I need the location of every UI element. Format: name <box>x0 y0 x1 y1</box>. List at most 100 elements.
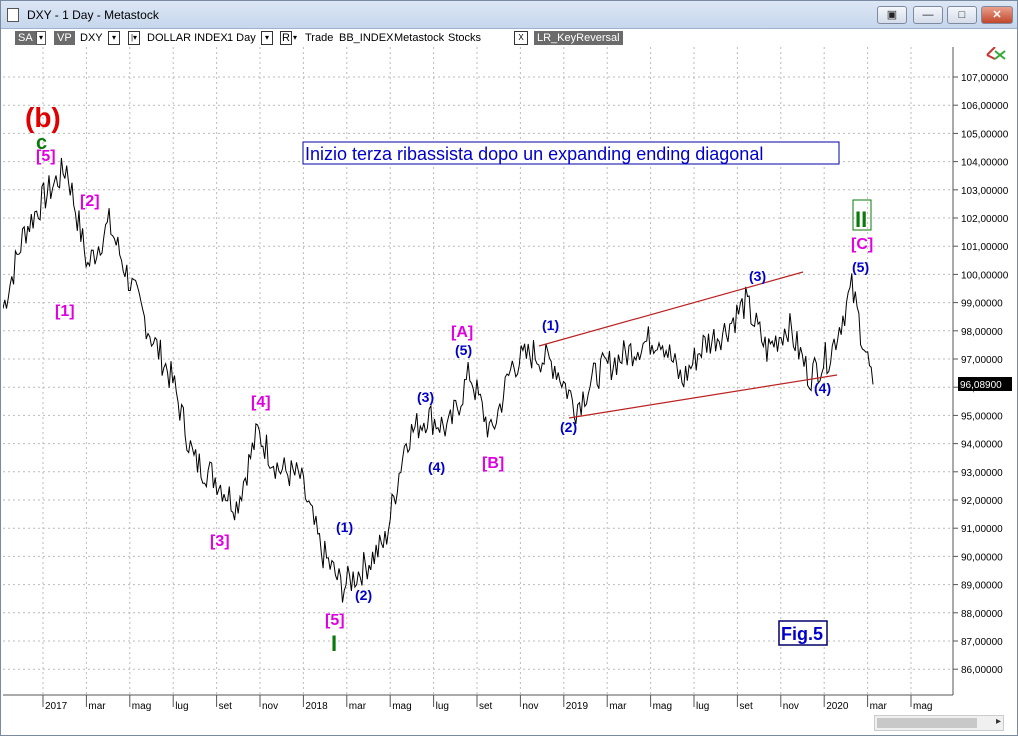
wave-label: c <box>36 132 47 154</box>
bb-index-label: BB_INDEX <box>339 32 394 44</box>
wave-label: (3) <box>417 389 434 405</box>
x-tick-label: 2018 <box>305 701 328 712</box>
y-tick-label: 100,00000 <box>961 270 1009 281</box>
document-icon <box>7 8 19 22</box>
chart-headline: Inizio terza ribassista dopo un expandin… <box>305 144 763 164</box>
y-tick-label: 90,00000 <box>961 552 1003 563</box>
period-dropdown-icon[interactable]: ▾ <box>261 31 273 45</box>
scroll-right-icon[interactable]: ▸ <box>995 716 1001 727</box>
y-tick-label: 95,00000 <box>961 411 1003 422</box>
period-label: 1 Day <box>227 32 256 44</box>
y-tick-label: 101,00000 <box>961 242 1009 253</box>
last-value-label: 96,08900 <box>960 380 1002 391</box>
y-tick-label: 87,00000 <box>961 637 1003 648</box>
y-tick-label: 106,00000 <box>961 101 1009 112</box>
x-tick-label: lug <box>436 701 449 712</box>
y-tick-label: 94,00000 <box>961 440 1003 451</box>
symbol-label: DXY <box>80 32 103 44</box>
wave-label: [5] <box>325 612 345 629</box>
wave-label: (1) <box>336 519 353 535</box>
symbol-list-icon[interactable]: |▾ <box>128 31 140 45</box>
security-name: DOLLAR INDEX <box>147 32 228 44</box>
wave-label: (1) <box>542 317 559 333</box>
y-tick-label: 92,00000 <box>961 496 1003 507</box>
x-tick-label: mag <box>913 701 932 712</box>
title-bar: DXY - 1 Day - Metastock ▣ — □ ✕ <box>1 1 1017 29</box>
maximize-button[interactable]: □ <box>947 6 977 24</box>
time-axis: 2017 mar mag lug set nov 2018 mar mag lug set nov 20… <box>3 694 953 712</box>
wave-label: [B] <box>482 455 504 472</box>
x-tick-label: nov <box>783 701 799 712</box>
x-tick-label: set <box>219 701 233 712</box>
x-tick-label: nov <box>522 701 538 712</box>
wave-ii-box <box>852 199 872 231</box>
wave-label: [3] <box>210 533 230 550</box>
wave-label: [C] <box>851 236 873 253</box>
wave-label: [2] <box>80 193 100 210</box>
y-tick-label: 86,00000 <box>961 665 1003 676</box>
wave-annotations: (b)c[5][2][1][3][4][5]I(1)(2)(3)(4)(5)[A… <box>25 102 873 656</box>
restore-chart-button[interactable]: ▣ <box>877 6 907 24</box>
wave-label: I <box>331 631 337 656</box>
wave-label: (2) <box>355 587 372 603</box>
y-tick-label: 102,00000 <box>961 214 1009 225</box>
x-tick-label: mar <box>88 701 106 712</box>
sa-button[interactable]: SA <box>15 31 36 45</box>
wave-label: [4] <box>251 394 271 411</box>
wave-label: [A] <box>451 324 473 341</box>
x-tick-label: lug <box>696 701 709 712</box>
symbol-dropdown-icon[interactable]: ▾ <box>108 31 120 45</box>
x-tick-label: mar <box>349 701 367 712</box>
y-tick-label: 104,00000 <box>961 158 1009 169</box>
x-tick-label: mar <box>870 701 888 712</box>
trade-label: Trade <box>305 32 334 44</box>
x-tick-label: 2019 <box>566 701 589 712</box>
minimize-button[interactable]: — <box>913 6 943 24</box>
wave-label: [5] <box>36 148 56 165</box>
metastock-label: Metastock <box>394 32 445 44</box>
wave-label: (3) <box>749 268 766 284</box>
sa-dropdown-icon[interactable]: ▾ <box>36 31 46 45</box>
x-tick-label: mag <box>392 701 411 712</box>
y-tick-label: 99,00000 <box>961 299 1003 310</box>
wave-label: (4) <box>814 380 831 396</box>
y-tick-label: 105,00000 <box>961 129 1009 140</box>
x-tick-label: mag <box>132 701 151 712</box>
lower-trendline <box>568 374 838 419</box>
x-tick-label: lug <box>175 701 188 712</box>
vp-button[interactable]: VP <box>54 31 75 45</box>
x-tick-label: set <box>739 701 753 712</box>
y-tick-label: 88,00000 <box>961 609 1003 620</box>
window-title: DXY - 1 Day - Metastock <box>27 8 159 22</box>
remove-indicator-button[interactable]: X <box>514 31 528 45</box>
close-button[interactable]: ✕ <box>981 6 1013 24</box>
y-tick-label: 93,00000 <box>961 468 1003 479</box>
figure-label-box: Fig.5 <box>778 620 828 646</box>
wave-label: (5) <box>455 342 472 358</box>
price-axis: 107,00000 106,00000 105,00000 104,00000 103,… <box>952 47 1009 695</box>
wave-label: (5) <box>852 259 869 275</box>
headline-box: Inizio terza ribassista dopo un expandin… <box>302 141 840 165</box>
horizontal-scrollbar[interactable]: ▸ <box>874 715 1004 731</box>
r-dropdown-icon[interactable]: ▾ <box>293 33 298 42</box>
x-tick-label: set <box>479 701 493 712</box>
wave-label: (4) <box>428 459 445 475</box>
y-tick-label: 98,00000 <box>961 327 1003 338</box>
x-tick-label: mag <box>653 701 672 712</box>
chart-toolbar: SA ▾ VP DXY ▾ |▾ DOLLAR INDEX 1 Day ▾ R … <box>1 29 1017 47</box>
y-tick-label: 91,00000 <box>961 524 1003 535</box>
stocks-label: Stocks <box>448 32 482 44</box>
price-line <box>3 157 874 603</box>
figure-label: Fig.5 <box>781 624 823 644</box>
price-chart[interactable]: 107,00000 106,00000 105,00000 104,00000 103,… <box>3 47 1017 715</box>
indicator-label[interactable]: LR_KeyReversal <box>534 31 623 45</box>
arrows-icon <box>986 47 1006 60</box>
wave-label: (2) <box>560 419 577 435</box>
upper-trendline <box>538 271 804 347</box>
r-button[interactable]: R <box>280 31 292 45</box>
y-tick-label: 97,00000 <box>961 355 1003 366</box>
x-tick-label: nov <box>262 701 278 712</box>
scroll-thumb[interactable] <box>877 718 977 728</box>
y-tick-label: 89,00000 <box>961 581 1003 592</box>
